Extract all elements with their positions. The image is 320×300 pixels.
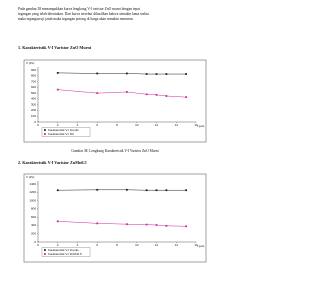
marker (56, 71, 59, 74)
y-tick-label: 400 (31, 97, 36, 101)
marker (165, 73, 168, 75)
legend-box (41, 127, 91, 137)
x-tick-label: 16 (194, 123, 198, 127)
legend-label: Karakteristik V-I DC (48, 132, 75, 136)
caption: Gambar 38. Lengkung Karakteristik V-I Va… (71, 149, 158, 153)
paragraph-line: Pada gambar 38 menampakkan kurva lengkun… (18, 7, 140, 11)
x-tick-label: 8 (116, 243, 118, 247)
x-tick-label: 10 (135, 123, 139, 127)
x-tick-label: 10 (135, 243, 139, 247)
marker (145, 73, 148, 75)
marker (185, 73, 188, 75)
marker (145, 223, 148, 226)
heading: 2. Karakteristik V-I Varistor ZnMn0.5 (18, 160, 87, 165)
y-tick-label: 400 (31, 223, 36, 227)
page: Pada gambar 38 menampakkan kurva lengkun… (18, 6, 207, 263)
legend-label: Karakteristik V-I Impuls (48, 128, 79, 132)
marker (185, 96, 188, 99)
marker (125, 91, 128, 93)
marker (56, 189, 59, 192)
marker (56, 88, 59, 91)
x-tick-label: 2 (57, 123, 59, 127)
legend-label: Karakteristik V-I Impuls (48, 248, 79, 252)
marker (155, 73, 158, 75)
marker (165, 95, 168, 97)
chart-frame (23, 59, 207, 143)
marker (185, 189, 188, 192)
x-tick-label: 14 (175, 243, 179, 247)
x-tick-label: 2 (57, 243, 59, 247)
marker (165, 224, 168, 227)
x-tick-label: 4 (77, 123, 79, 127)
y-tick-label: 1200 (29, 190, 36, 194)
x-tick-label: 8 (116, 123, 118, 127)
marker (155, 93, 158, 96)
y-tick-label: 200 (31, 232, 36, 236)
y-tick-label: 1400 (29, 182, 36, 186)
marker (125, 72, 128, 75)
x-tick-label: 16 (194, 243, 198, 247)
y-axis-label: V (kV) (26, 175, 34, 179)
x-tick-label: 4 (77, 243, 79, 247)
x-tick-label: 0 (37, 243, 39, 247)
y-axis-label: V (kV) (26, 61, 34, 65)
marker (155, 189, 158, 192)
marker (96, 188, 99, 191)
legend-swatch (44, 133, 46, 135)
y-tick-label: 0 (34, 240, 36, 244)
y-tick-label: 600 (31, 215, 36, 219)
legend-box (41, 247, 91, 257)
y-tick-label: 800 (31, 74, 36, 78)
marker (125, 188, 128, 191)
y-tick-label: 200 (31, 108, 36, 112)
marker (155, 224, 158, 226)
x-axis-label: I (µA) (197, 244, 204, 248)
x-tick-label: 14 (175, 123, 179, 127)
x-tick-label: 12 (155, 123, 159, 127)
chart-frame (23, 173, 207, 263)
marker (96, 92, 99, 95)
y-tick-label: 100 (31, 114, 36, 118)
marker (185, 225, 188, 228)
y-tick-label: 600 (31, 85, 36, 89)
marker (145, 93, 148, 96)
y-tick-label: 800 (31, 207, 36, 211)
x-tick-label: 0 (37, 123, 39, 127)
legend-swatch (44, 129, 46, 131)
x-tick-label: 6 (96, 243, 98, 247)
marker (165, 189, 168, 192)
y-tick-label: 1000 (29, 198, 36, 202)
marker (96, 222, 99, 225)
y-tick-label: 0 (34, 120, 36, 124)
legend-label: Karakteristik V-I ZnMn0.5 (48, 252, 82, 256)
y-tick-label: 300 (31, 102, 36, 106)
y-tick-label: 700 (31, 79, 36, 83)
y-tick-label: 900 (31, 68, 36, 72)
paragraph-line: tegangan yang telah ditentukan. Dari kur… (18, 12, 149, 16)
heading: 1. Karakteristik V-I Varistor ZnO Murni (18, 45, 92, 50)
marker (125, 223, 128, 226)
x-tick-label: 12 (155, 243, 159, 247)
paragraph-line: maka tegangan uji jatuh maka tegangan po… (18, 17, 134, 21)
marker (145, 189, 148, 192)
marker (96, 72, 99, 75)
legend-swatch (44, 249, 46, 251)
x-tick-label: 6 (96, 123, 98, 127)
x-axis-label: I (µA) (197, 124, 204, 128)
y-tick-label: 500 (31, 91, 36, 95)
marker (56, 220, 59, 223)
document: Pada gambar 38 menampakkan kurva lengkun… (18, 7, 207, 263)
legend-swatch (44, 253, 46, 255)
